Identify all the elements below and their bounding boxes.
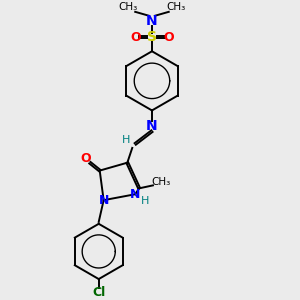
Text: CH₃: CH₃ — [119, 2, 138, 12]
Text: H: H — [141, 196, 149, 206]
Text: N: N — [98, 194, 109, 207]
Text: N: N — [146, 14, 158, 28]
Text: S: S — [147, 31, 157, 44]
Text: CH₃: CH₃ — [166, 2, 185, 12]
Text: O: O — [81, 152, 91, 165]
Text: N: N — [146, 119, 158, 133]
Text: CH₃: CH₃ — [151, 177, 170, 188]
Text: Cl: Cl — [92, 286, 105, 299]
Text: N: N — [130, 188, 140, 201]
Text: O: O — [164, 31, 174, 44]
Text: H: H — [122, 135, 130, 145]
Text: O: O — [130, 31, 140, 44]
